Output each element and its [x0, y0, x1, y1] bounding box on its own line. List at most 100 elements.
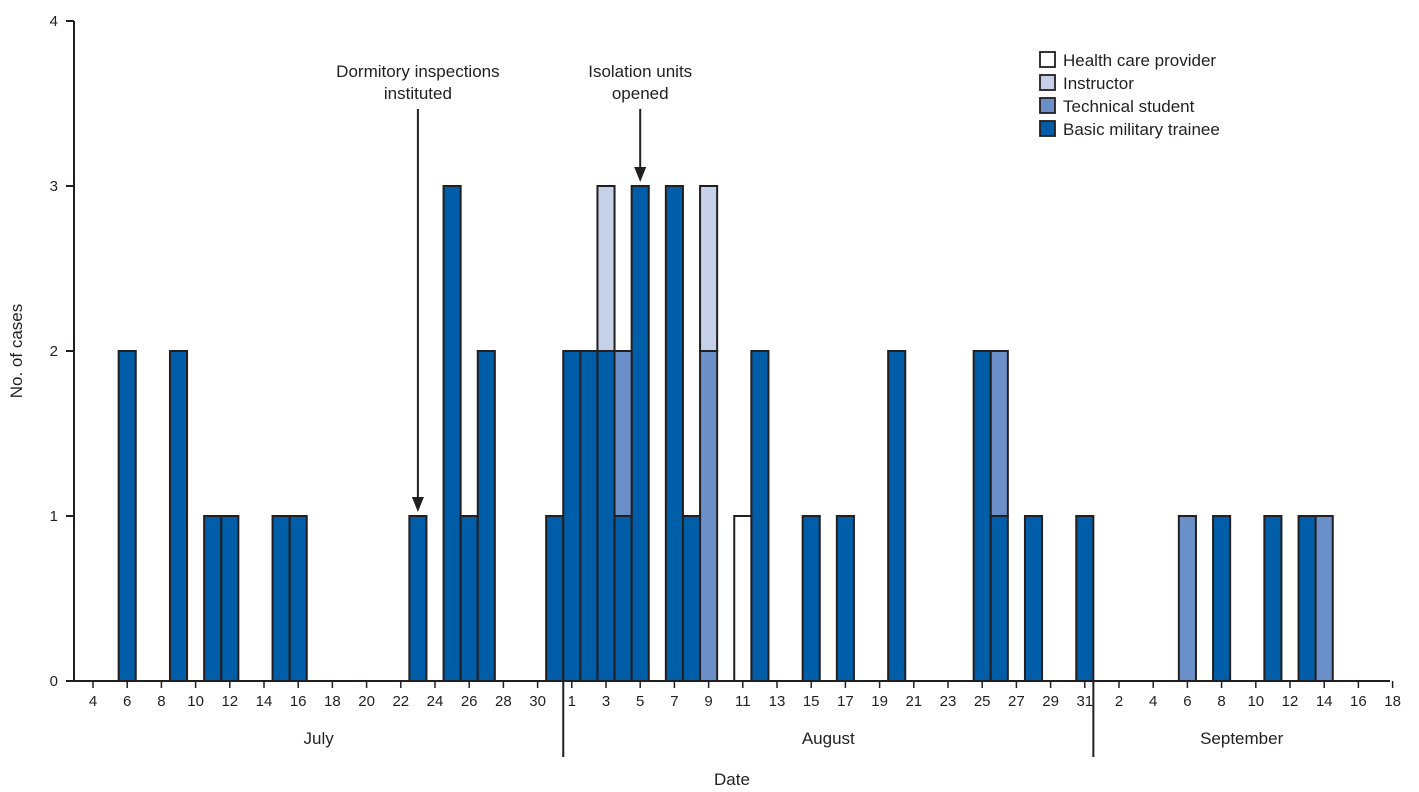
- x-tick-label: 14: [256, 693, 273, 710]
- legend: Health care provider Instructor Technical …: [1039, 51, 1220, 139]
- bar-basic-military-trainee-jul-11: [203, 515, 223, 682]
- annotation-isolation-units-opened: Isolation units opened: [588, 62, 692, 182]
- bar-technical-student-sep-6: [1177, 515, 1197, 682]
- bar-basic-military-trainee-sep-8: [1212, 515, 1232, 682]
- y-tick-label: 1: [50, 508, 58, 525]
- x-tick-label: 8: [1217, 693, 1225, 710]
- bar-instructor-aug-9: [699, 185, 719, 352]
- x-tick-label: 18: [324, 693, 341, 710]
- annotation-text: instituted: [384, 84, 452, 103]
- bar-basic-military-trainee-jul-23: [408, 515, 428, 682]
- x-axis-title: Date: [714, 770, 750, 789]
- legend-swatch: [1039, 97, 1056, 114]
- x-tick-label: 16: [290, 693, 307, 710]
- bar-basic-military-trainee-jul-27: [476, 350, 496, 682]
- legend-label: Basic military trainee: [1063, 120, 1220, 139]
- bar-basic-military-trainee-aug-1: [562, 350, 582, 682]
- bar-basic-military-trainee-aug-12: [750, 350, 770, 682]
- x-tick-label: 18: [1384, 693, 1401, 710]
- x-tick-label: 26: [461, 693, 478, 710]
- bar-instructor-aug-3: [596, 185, 616, 352]
- x-tick-label: 22: [392, 693, 409, 710]
- x-tick-label: 2: [1115, 693, 1123, 710]
- legend-swatch: [1039, 51, 1056, 68]
- x-tick-label: 23: [940, 693, 957, 710]
- x-tick-label: 12: [221, 693, 238, 710]
- y-tick-label: 3: [50, 178, 58, 195]
- x-tick-label: 4: [89, 693, 97, 710]
- annotation-text: Dormitory inspections: [336, 62, 499, 81]
- x-tick-label: 16: [1350, 693, 1367, 710]
- x-tick-label: 24: [427, 693, 444, 710]
- bar-basic-military-trainee-aug-4: [613, 515, 633, 682]
- month-label: September: [1200, 729, 1283, 748]
- x-tick-label: 21: [905, 693, 922, 710]
- bar-basic-military-trainee-aug-15: [801, 515, 821, 682]
- legend-item-basic-military-trainee: Basic military trainee: [1039, 120, 1220, 139]
- y-tick-label: 0: [50, 673, 58, 690]
- annotation-text: Isolation units: [588, 62, 692, 81]
- x-tick-label: 25: [974, 693, 991, 710]
- x-tick-label: 1: [568, 693, 576, 710]
- bar-basic-military-trainee-sep-11: [1263, 515, 1283, 682]
- x-tick-label: 27: [1008, 693, 1025, 710]
- bar-basic-military-trainee-aug-26: [989, 515, 1009, 682]
- bar-basic-military-trainee-jul-12: [220, 515, 240, 682]
- x-tick-label: 10: [187, 693, 204, 710]
- bar-basic-military-trainee-aug-25: [972, 350, 992, 682]
- x-tick-label: 11: [735, 693, 751, 710]
- annotation-text: opened: [612, 84, 669, 103]
- legend-item-technical-student: Technical student: [1039, 97, 1195, 116]
- legend-item-instructor: Instructor: [1039, 74, 1134, 93]
- x-tick-label: 8: [157, 693, 165, 710]
- month-label: August: [802, 729, 855, 748]
- bar-basic-military-trainee-jul-31: [545, 515, 565, 682]
- bar-basic-military-trainee-aug-3: [596, 350, 616, 682]
- bar-basic-military-trainee-jul-15: [271, 515, 291, 682]
- annotation-arrow-head: [411, 497, 424, 512]
- bars-layer: [117, 185, 1334, 682]
- x-tick-label: 31: [1076, 693, 1093, 710]
- x-tick-label: 10: [1247, 693, 1264, 710]
- bar-basic-military-trainee-jul-25: [442, 185, 462, 682]
- bar-technical-student-aug-9: [699, 350, 719, 682]
- bar-basic-military-trainee-aug-28: [1023, 515, 1044, 682]
- legend-swatch: [1039, 74, 1056, 91]
- x-tick-label: 17: [837, 693, 854, 710]
- x-tick-label: 3: [602, 693, 610, 710]
- bar-basic-military-trainee-aug-2: [579, 350, 599, 682]
- annotations-layer: Dormitory inspections instituted Isolation…: [336, 62, 692, 512]
- bar-technical-student-aug-4: [613, 350, 633, 517]
- annotation-arrow-head: [634, 167, 647, 182]
- legend-swatch: [1039, 120, 1056, 137]
- x-tick-label: 12: [1282, 693, 1299, 710]
- bar-technical-student-sep-14: [1314, 515, 1334, 682]
- x-tick-label: 14: [1316, 693, 1333, 710]
- y-axis-title: No. of cases: [7, 304, 26, 399]
- bar-basic-military-trainee-jul-6: [117, 350, 137, 682]
- x-tick-label: 20: [358, 693, 375, 710]
- x-tick-label: 9: [704, 693, 712, 710]
- x-tick-label: 29: [1042, 693, 1059, 710]
- legend-item-health-care-provider: Health care provider: [1039, 51, 1216, 70]
- y-tick-label: 2: [50, 343, 58, 360]
- y-tick-label: 4: [50, 13, 58, 30]
- bar-basic-military-trainee-jul-9: [168, 350, 189, 682]
- x-tick-label: 5: [636, 693, 644, 710]
- bar-basic-military-trainee-aug-5: [630, 185, 650, 682]
- legend-label: Technical student: [1063, 97, 1195, 116]
- x-tick-label: 28: [495, 693, 512, 710]
- x-tick-label: 6: [1183, 693, 1191, 710]
- legend-label: Instructor: [1063, 74, 1134, 93]
- bar-basic-military-trainee-aug-8: [681, 515, 702, 682]
- x-tick-label: 19: [871, 693, 888, 710]
- bar-health-care-provider-aug-11: [733, 515, 753, 682]
- month-label: July: [304, 729, 335, 748]
- x-tick-label: 7: [670, 693, 678, 710]
- x-tick-label: 4: [1149, 693, 1157, 710]
- bar-basic-military-trainee-aug-7: [664, 185, 684, 682]
- bar-basic-military-trainee-jul-16: [288, 515, 308, 682]
- bar-basic-military-trainee-sep-13: [1297, 515, 1317, 682]
